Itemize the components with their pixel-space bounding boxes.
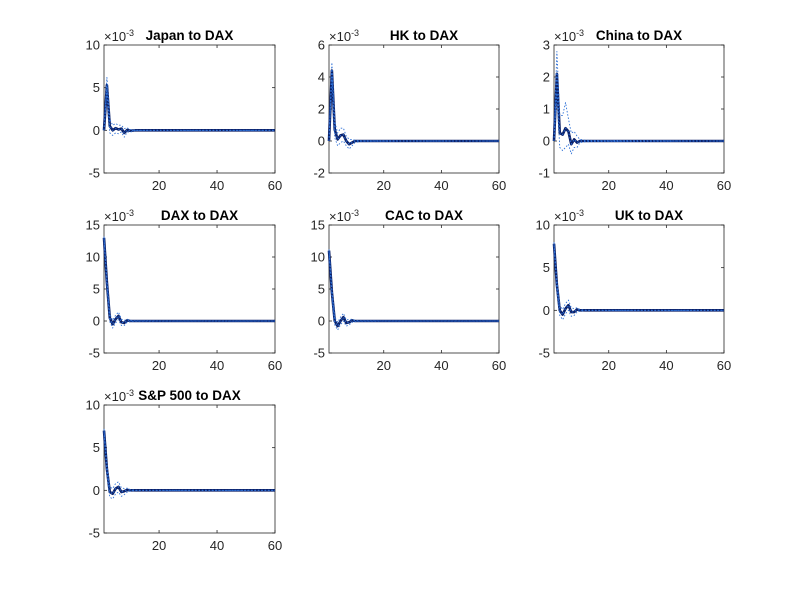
y-axis-multiplier-exponent: -3 <box>351 208 359 218</box>
series-line-lower-band <box>553 92 725 155</box>
series-line-response-dots <box>103 430 275 495</box>
x-tick-label: 20 <box>602 178 616 193</box>
y-axis-multiplier-exponent: -3 <box>576 28 584 38</box>
subplot-title: CAC to DAX <box>385 208 463 223</box>
series-line-response <box>102 83 275 135</box>
y-tick-label: 6 <box>318 38 325 53</box>
series-line-lower-band <box>553 245 725 321</box>
x-tick-label: 40 <box>210 358 224 373</box>
axes-box <box>553 224 725 354</box>
y-tick-label: 2 <box>318 102 325 117</box>
y-tick-label: 4 <box>318 70 325 85</box>
subplot-title: Japan to DAX <box>146 28 234 43</box>
x-tick-label: 40 <box>210 178 224 193</box>
x-tick-label: 60 <box>268 358 282 373</box>
y-tick-label: -5 <box>313 346 325 361</box>
y-tick-label: 15 <box>311 218 325 233</box>
series-line-upper-band <box>553 50 725 142</box>
y-axis-multiplier-exponent: -3 <box>351 28 359 38</box>
series-line-response-dots <box>553 73 724 145</box>
y-tick-label: 15 <box>86 218 100 233</box>
subplot-title: HK to DAX <box>390 28 458 43</box>
y-tick-label: 1 <box>543 102 550 117</box>
series-line-response <box>552 243 724 316</box>
series-line-lower-band <box>103 432 276 500</box>
series-line-upper-band <box>328 249 500 323</box>
y-tick-label: 5 <box>93 440 100 455</box>
y-axis-multiplier-exponent: -3 <box>126 208 134 218</box>
series-line-lower-band <box>103 91 276 138</box>
y-tick-label: 2 <box>543 70 550 85</box>
y-tick-label: 0 <box>543 134 550 149</box>
y-tick-label: -5 <box>88 346 100 361</box>
subplot-title: UK to DAX <box>615 208 683 223</box>
axes-box <box>328 224 500 354</box>
axes-box <box>103 404 276 534</box>
series-line-upper-band <box>103 76 276 131</box>
series-line-lower-band <box>328 251 500 331</box>
x-tick-label: 60 <box>268 178 282 193</box>
axes-box <box>328 44 500 174</box>
x-tick-label: 40 <box>659 358 673 373</box>
y-tick-label: 0 <box>93 314 100 329</box>
y-tick-label: 0 <box>93 483 100 498</box>
x-tick-label: 20 <box>602 358 616 373</box>
y-tick-label: 0 <box>93 123 100 138</box>
axes-box <box>103 224 276 354</box>
y-tick-label: 10 <box>536 218 550 233</box>
subplot-title: S&P 500 to DAX <box>138 388 241 403</box>
x-tick-label: 60 <box>492 178 506 193</box>
y-tick-label: 5 <box>93 80 100 95</box>
series-line-upper-band <box>328 62 500 142</box>
y-tick-label: 0 <box>318 314 325 329</box>
x-tick-label: 20 <box>377 358 391 373</box>
axes-box <box>553 44 725 174</box>
x-tick-label: 40 <box>210 538 224 553</box>
subplot-title: China to DAX <box>596 28 682 43</box>
y-tick-label: 5 <box>543 260 550 275</box>
x-tick-label: 60 <box>268 538 282 553</box>
y-tick-label: 0 <box>318 134 325 149</box>
y-tick-label: 0 <box>543 303 550 318</box>
y-tick-label: 5 <box>93 282 100 297</box>
y-tick-label: 3 <box>543 38 550 53</box>
x-tick-label: 20 <box>152 538 166 553</box>
series-line-upper-band <box>553 242 725 311</box>
y-axis-multiplier-exponent: -3 <box>126 28 134 38</box>
x-tick-label: 60 <box>717 178 731 193</box>
x-tick-label: 60 <box>717 358 731 373</box>
y-tick-label: 10 <box>311 250 325 265</box>
y-tick-label: 5 <box>318 282 325 297</box>
y-tick-label: 10 <box>86 250 100 265</box>
series-line-upper-band <box>103 236 276 322</box>
x-tick-label: 20 <box>152 178 166 193</box>
y-tick-label: -1 <box>538 166 550 181</box>
series-line-lower-band <box>103 239 276 329</box>
y-tick-label: -2 <box>313 166 325 181</box>
x-tick-label: 40 <box>659 178 673 193</box>
y-tick-label: 10 <box>86 398 100 413</box>
y-tick-label: -5 <box>88 526 100 541</box>
x-tick-label: 40 <box>434 358 448 373</box>
y-axis-multiplier-exponent: -3 <box>576 208 584 218</box>
x-tick-label: 20 <box>152 358 166 373</box>
y-axis-multiplier-exponent: -3 <box>126 388 134 398</box>
subplot-title: DAX to DAX <box>161 208 238 223</box>
y-tick-label: -5 <box>538 346 550 361</box>
x-tick-label: 20 <box>377 178 391 193</box>
axes-box <box>103 44 276 174</box>
y-tick-label: 10 <box>86 38 100 53</box>
y-tick-label: -5 <box>88 166 100 181</box>
x-tick-label: 40 <box>434 178 448 193</box>
x-tick-label: 60 <box>492 358 506 373</box>
